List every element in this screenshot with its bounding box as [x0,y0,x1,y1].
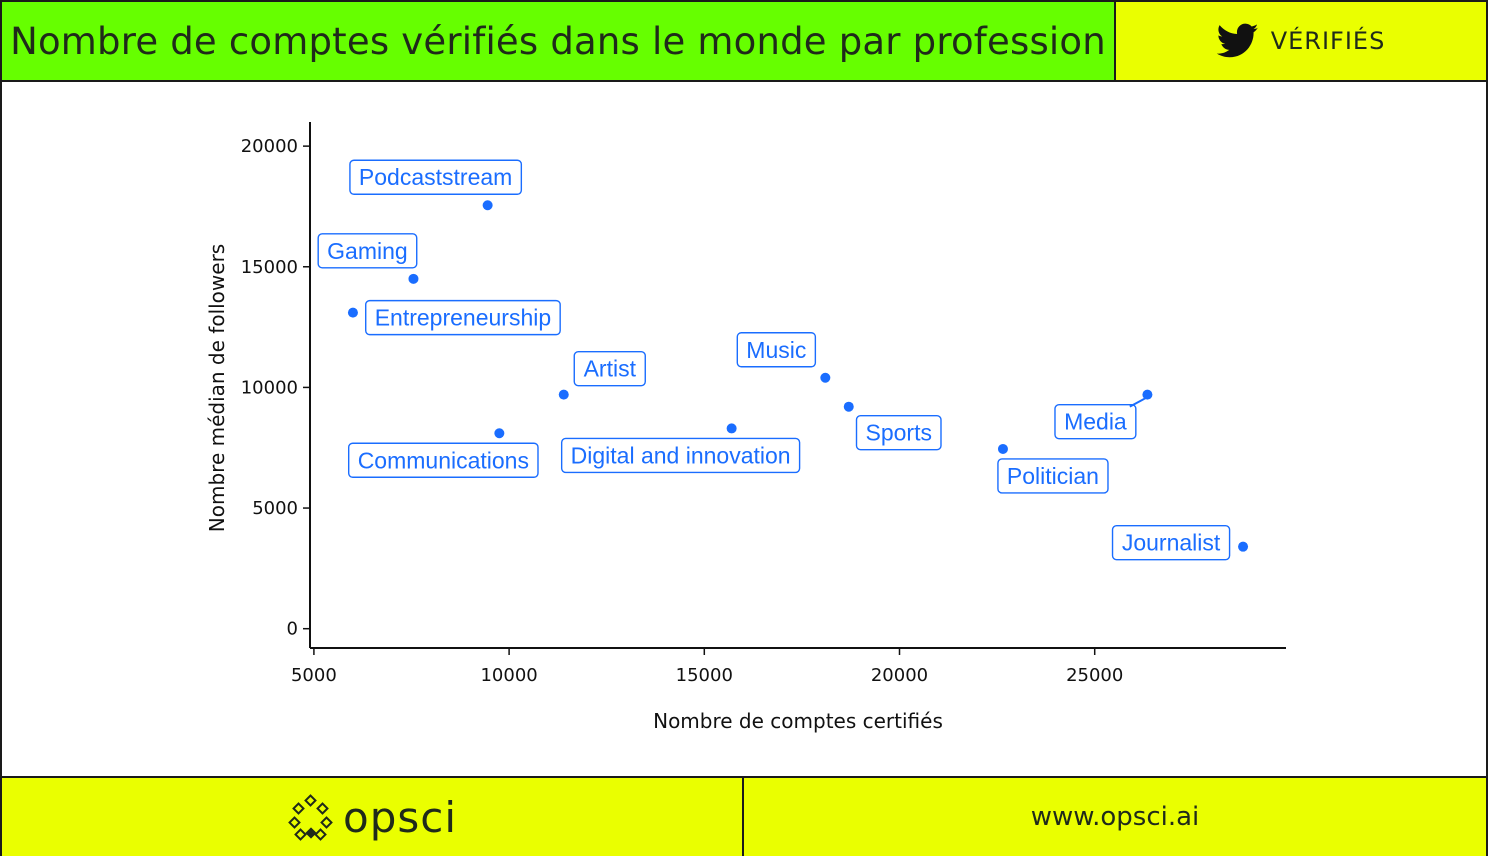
scatter-point [482,200,493,211]
data-point: Communications [347,428,539,478]
scatter-point [820,372,831,383]
data-point: Gaming [317,233,419,284]
data-point: Journalist [1111,524,1249,561]
point-label-box [317,233,418,269]
point-label: Sports [866,420,932,446]
scatter-point [494,428,505,439]
data-point: Sports [843,401,942,451]
point-label-box [1054,403,1137,440]
opsci-dots-icon [288,794,333,841]
scatter-point [843,401,854,412]
point-label: Entrepreneurship [375,305,551,331]
header-bar: Nombre de comptes vérifiés dans le monde… [2,2,1486,82]
label-leader-line [1129,396,1147,408]
scatter-chart: 5000 10000 15000 20000 25000 0 5000 10000 15000 2… [205,122,1286,733]
y-tick-label: 5000 [252,498,298,519]
data-point: Entrepreneurship [347,299,561,336]
x-tick-label: 5000 [291,665,337,686]
point-label: Digital and innovation [571,442,791,468]
x-tick-label: 10000 [480,665,537,686]
footer-bar: opsci www.opsci.ai [2,776,1486,856]
point-label: Artist [584,356,637,382]
data-point: Music [736,332,831,383]
chart-marks: Podcaststream Gaming Entrepreneurship Artis… [317,159,1249,561]
point-label-box [573,350,646,387]
data-point: Artist [558,350,646,400]
data-point: Media [1054,389,1153,440]
twitter-bird-icon [1216,23,1258,58]
point-label: Podcaststream [359,164,512,190]
verified-badge: VÉRIFIÉS [1116,2,1486,80]
scatter-point [1142,389,1153,400]
scatter-point [726,423,737,434]
point-label-box [997,458,1109,494]
point-label: Communications [358,447,529,473]
logo-text: opsci [343,792,457,842]
y-tick-label: 10000 [241,377,298,398]
y-axis-label: Nombre médian de followers [205,244,229,532]
point-label: Music [746,337,806,363]
data-point: Podcaststream [349,159,523,211]
x-tick-label: 25000 [1066,665,1123,686]
scatter-point [408,273,419,284]
point-label: Journalist [1122,530,1221,556]
data-point: Digital and innovation [560,423,801,474]
axes: 5000 10000 15000 20000 25000 0 5000 10000 15000 2… [241,122,1286,686]
footer-url[interactable]: www.opsci.ai [744,778,1486,856]
point-label-box [560,437,801,474]
x-tick-label: 20000 [871,665,928,686]
y-tick-label: 0 [287,619,298,640]
point-label-box [1111,524,1231,561]
data-point: Politician [997,443,1109,494]
y-tick-label: 15000 [241,257,298,278]
page-title: Nombre de comptes vérifiés dans le monde… [2,2,1116,80]
chart-area: 5000 10000 15000 20000 25000 0 5000 10000 15000 2… [2,82,1486,774]
scatter-point [1238,541,1249,552]
point-label-box [349,159,523,195]
badge-label: VÉRIFIÉS [1270,27,1386,55]
point-label-box [347,442,539,478]
point-label-box [855,415,942,451]
y-tick-label: 20000 [241,136,298,157]
point-label: Media [1064,409,1127,435]
scatter-point [347,307,358,318]
scatter-point [997,443,1008,454]
footer-logo: opsci [2,778,744,856]
scatter-point [558,389,569,400]
point-label-box [365,299,561,336]
point-label-box [736,332,817,368]
point-label: Gaming [327,238,408,264]
website-link[interactable]: www.opsci.ai [1030,802,1200,832]
x-axis-label: Nombre de comptes certifiés [653,709,943,733]
point-label: Politician [1007,463,1099,489]
x-tick-label: 15000 [676,665,733,686]
